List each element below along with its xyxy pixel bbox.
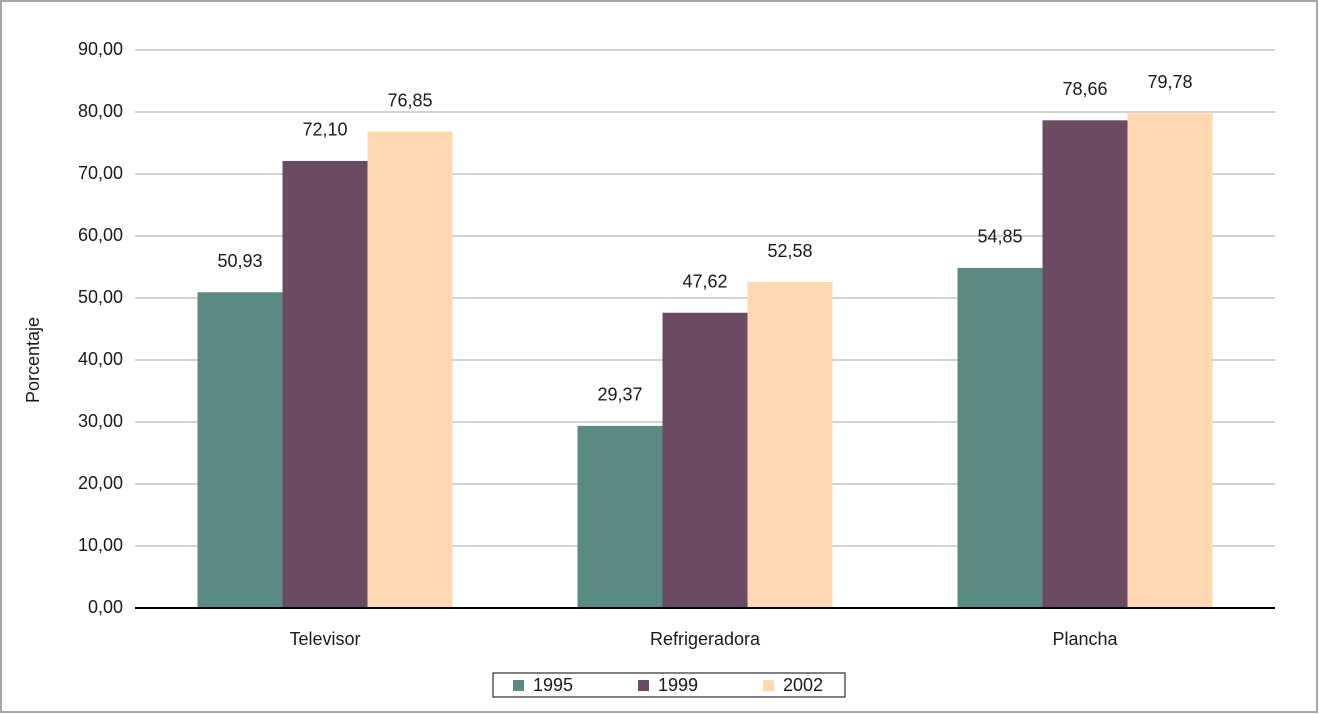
- legend-swatch: [513, 680, 524, 691]
- value-label: 47,62: [682, 272, 727, 292]
- x-tick-label: Plancha: [1052, 629, 1118, 649]
- x-tick-label: Refrigeradora: [650, 629, 761, 649]
- value-label: 50,93: [217, 251, 262, 271]
- bar: [197, 292, 283, 608]
- value-label: 72,10: [302, 120, 347, 140]
- legend-swatch: [638, 680, 649, 691]
- bar: [957, 267, 1043, 608]
- y-tick-label: 0,00: [88, 597, 123, 617]
- y-tick-label: 60,00: [78, 225, 123, 245]
- value-label: 76,85: [387, 90, 432, 110]
- bar: [577, 425, 663, 608]
- y-tick-label: 10,00: [78, 535, 123, 555]
- x-tick-label: Televisor: [289, 629, 360, 649]
- value-label: 54,85: [977, 227, 1022, 247]
- value-label: 79,78: [1147, 72, 1192, 92]
- y-tick-label: 70,00: [78, 163, 123, 183]
- y-tick-label: 50,00: [78, 287, 123, 307]
- y-tick-label: 40,00: [78, 349, 123, 369]
- value-label: 78,66: [1062, 79, 1107, 99]
- legend-label: 1995: [533, 675, 573, 695]
- bar: [282, 160, 368, 609]
- legend-swatch: [763, 680, 774, 691]
- y-tick-label: 30,00: [78, 411, 123, 431]
- y-tick-label: 90,00: [78, 39, 123, 59]
- y-axis-label: Porcentaje: [23, 317, 43, 403]
- bar: [1127, 113, 1213, 608]
- value-label: 52,58: [767, 241, 812, 261]
- bar: [1042, 120, 1128, 609]
- y-tick-label: 20,00: [78, 473, 123, 493]
- bar: [747, 282, 833, 608]
- bar: [662, 312, 748, 608]
- bar: [367, 131, 453, 608]
- legend-box: [492, 672, 846, 698]
- y-tick-label: 80,00: [78, 101, 123, 121]
- value-label: 29,37: [597, 385, 642, 405]
- legend-label: 1999: [658, 675, 698, 695]
- legend-label: 2002: [783, 675, 823, 695]
